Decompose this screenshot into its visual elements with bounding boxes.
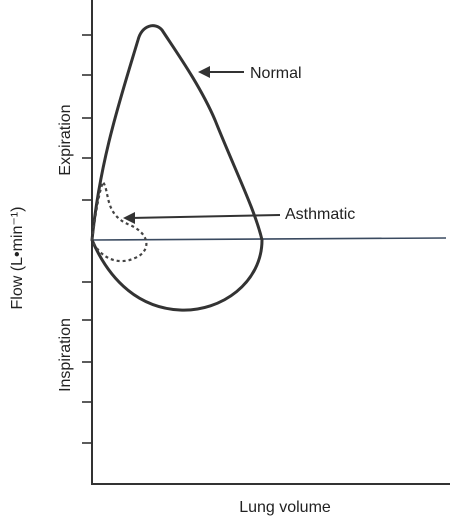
asthmatic-arrow	[123, 212, 281, 224]
asthmatic-label: Asthmatic	[285, 206, 355, 223]
y-ticks	[82, 34, 92, 444]
zero-flow-line	[91, 237, 447, 241]
normal-loop	[90, 24, 264, 312]
expiration-label: Expiration	[57, 104, 74, 175]
x-axis-label: Lung volume	[239, 499, 331, 516]
asthmatic-loop	[90, 179, 148, 263]
normal-arrow	[198, 66, 244, 78]
inspiration-label: Inspiration	[57, 318, 74, 392]
normal-label: Normal	[250, 65, 302, 82]
y-axis-label: Flow (L•min⁻¹)	[9, 207, 26, 310]
